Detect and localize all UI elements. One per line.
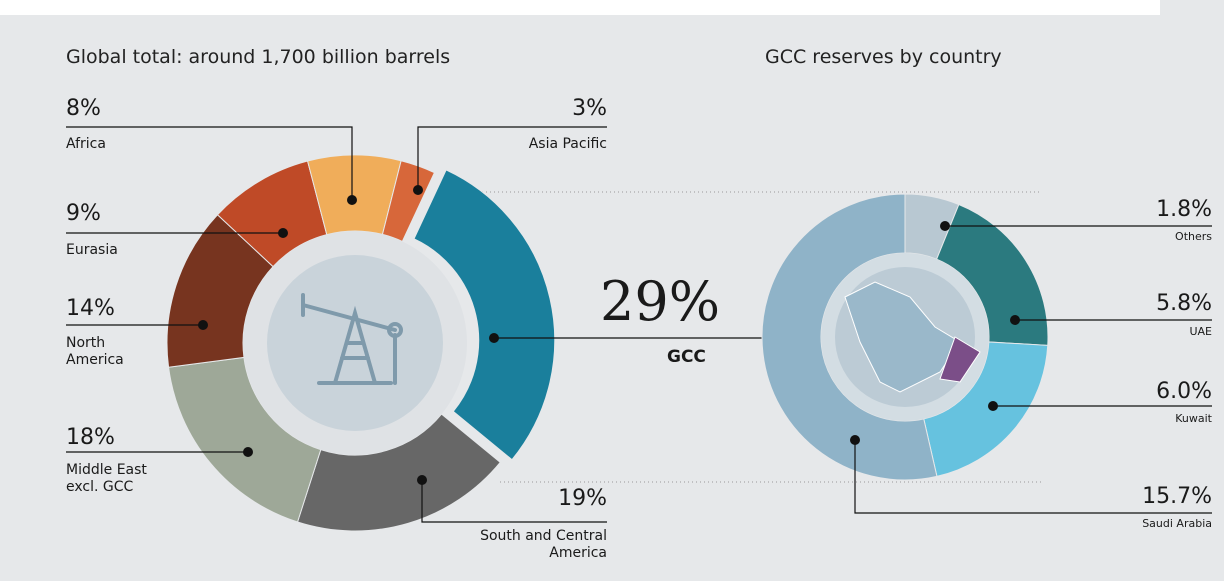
leader-dot <box>940 221 950 231</box>
chart-title: GCC reserves by country <box>765 46 1002 68</box>
value-label: 29% <box>600 270 721 333</box>
leader-dot <box>850 435 860 445</box>
category-label: Middle East excl. GCC <box>66 462 147 495</box>
leader-dot <box>243 447 253 457</box>
category-label: Others <box>1175 230 1212 243</box>
value-label: 6.0% <box>1156 379 1212 404</box>
slice <box>413 169 556 461</box>
leader-dot <box>347 195 357 205</box>
leader-dot <box>988 401 998 411</box>
category-label: South and Central America <box>480 528 607 561</box>
map-oman <box>939 336 981 383</box>
chart-title: Global total: around 1,700 billion barre… <box>66 46 451 68</box>
category-label: Asia Pacific <box>528 136 607 152</box>
category-label: Africa <box>66 136 106 152</box>
leader-dot <box>417 475 427 485</box>
category-label: Saudi Arabia <box>1142 517 1212 530</box>
value-label: 3% <box>572 96 607 121</box>
value-label: 9% <box>66 201 101 226</box>
pump-wheel <box>387 322 403 338</box>
category-label: GCC <box>667 347 706 367</box>
leader-dot <box>278 228 288 238</box>
value-label: 18% <box>66 425 115 450</box>
category-label: Kuwait <box>1175 412 1212 425</box>
leader-line <box>854 440 1212 514</box>
category-label: North America <box>66 335 124 368</box>
leader-line <box>421 480 607 523</box>
value-label: 8% <box>66 96 101 121</box>
value-label: 15.7% <box>1142 484 1212 509</box>
pump-icon <box>301 293 397 385</box>
leader-line <box>417 126 607 190</box>
value-label: 5.8% <box>1156 291 1212 316</box>
value-label: 1.8% <box>1156 197 1212 222</box>
leader-dot <box>1010 315 1020 325</box>
tab <box>1160 0 1224 15</box>
leader-dot <box>489 333 499 343</box>
leader-dot <box>198 320 208 330</box>
leader-dot <box>413 185 423 195</box>
category-label: UAE <box>1189 325 1212 338</box>
value-label: 19% <box>558 486 607 511</box>
leader-line <box>66 126 353 200</box>
category-label: Eurasia <box>66 242 118 258</box>
value-label: 14% <box>66 296 115 321</box>
